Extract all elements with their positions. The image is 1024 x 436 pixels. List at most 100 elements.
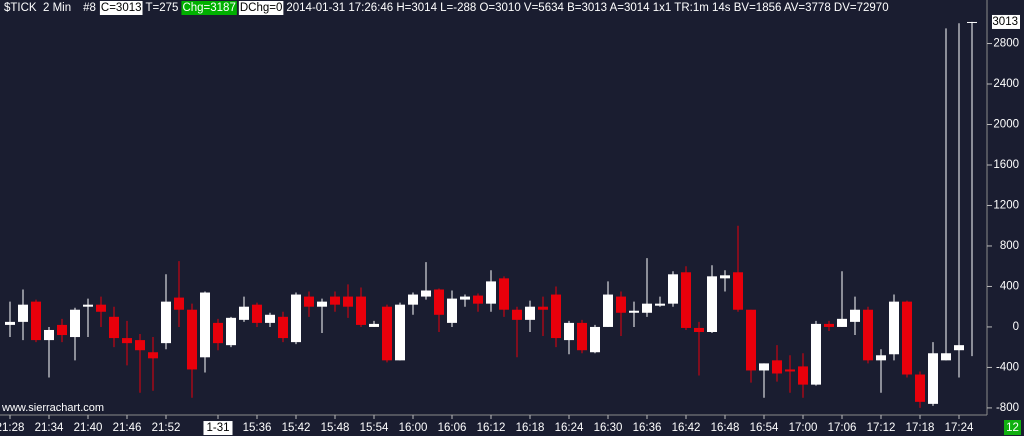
candle-body: [304, 296, 314, 307]
chart-number: #8: [83, 2, 96, 14]
candle-body: [720, 275, 730, 279]
y-tick-label: 1600: [993, 159, 1019, 171]
candle-body: [421, 290, 431, 297]
x-tick-label: 16:30: [594, 422, 623, 434]
candle-body: [941, 353, 951, 361]
candle-body: [616, 296, 626, 313]
header-field-box: [181, 1, 237, 15]
header-field: Chg=3187: [182, 2, 235, 14]
x-tick-label: 21:28: [0, 422, 24, 434]
chart-title: $TICK 2 Min: [4, 2, 71, 14]
candle-body: [174, 297, 184, 310]
x-tick-label: 16:12: [477, 422, 506, 434]
header-field: T=275: [146, 2, 179, 14]
candle-body: [473, 295, 483, 304]
candle-body: [551, 294, 561, 339]
x-tick-label: 1-31: [206, 422, 229, 434]
candle-body: [369, 323, 379, 327]
x-tick-label: 15:48: [321, 422, 350, 434]
candle-body: [96, 304, 106, 312]
candle-body: [798, 366, 808, 385]
candle-body: [694, 327, 704, 332]
x-tick-label: 17:24: [945, 422, 974, 434]
candle-body: [265, 314, 275, 323]
y-tick-label: 0: [1013, 321, 1019, 333]
y-tick-label: 2000: [993, 119, 1019, 131]
y-tick-label: 2800: [993, 38, 1019, 50]
candle-body: [330, 296, 340, 305]
candle-body: [577, 322, 587, 351]
x-tick-label-box: [203, 421, 233, 436]
y-tick-label: 1200: [993, 200, 1019, 212]
x-tick-label: 15:36: [243, 422, 272, 434]
candle-body: [408, 294, 418, 305]
watermark: www.sierrachart.com: [1, 402, 104, 414]
candle-body: [603, 294, 613, 327]
x-tick-label: 21:34: [35, 422, 64, 434]
header-field-box: [238, 1, 284, 15]
candle-body: [811, 323, 821, 385]
x-tick-label: 15:42: [282, 422, 311, 434]
candle-body: [278, 316, 288, 339]
candle-body: [5, 321, 15, 325]
candle-body: [499, 278, 509, 310]
x-tick-label: 17:06: [828, 422, 857, 434]
x-tick-label: 16:42: [672, 422, 701, 434]
last-price-box: [992, 14, 1020, 29]
candle-body: [460, 296, 470, 300]
x-tick-label: 16:18: [516, 422, 545, 434]
candle-body: [356, 296, 366, 325]
candle-body: [785, 369, 795, 372]
candle-body: [746, 309, 756, 371]
candle-body: [317, 301, 327, 307]
candle-body: [863, 309, 873, 361]
candle-body: [889, 301, 899, 355]
candle-body: [239, 306, 249, 320]
candle-body: [213, 322, 223, 344]
candle-body: [135, 340, 145, 351]
y-tick-label: 400: [1000, 280, 1019, 292]
y-tick-label: 800: [1000, 240, 1019, 252]
candle-body: [122, 338, 132, 344]
candle-body: [109, 316, 119, 339]
header-field: 2014-01-31 17:26:46 H=3014 L=-288 O=3010…: [286, 2, 888, 14]
candle-body: [967, 21, 977, 23]
candle-body: [629, 310, 639, 313]
y-tick-label: -400: [996, 361, 1019, 373]
y-tick-label: 2400: [993, 78, 1019, 90]
candle-body: [655, 303, 665, 306]
candle-body: [382, 306, 392, 361]
x-tick-label: 21:40: [74, 422, 103, 434]
last-price-label: 3013: [992, 16, 1018, 28]
candle-body: [83, 304, 93, 307]
candle-body: [512, 309, 522, 320]
candle-body: [902, 301, 912, 375]
x-tick-label: 17:12: [867, 422, 896, 434]
candle-body: [772, 360, 782, 374]
candle-body: [70, 309, 80, 338]
candle-body: [590, 326, 600, 353]
candle-body: [837, 318, 847, 327]
candle-body: [395, 304, 405, 361]
candle-body: [824, 323, 834, 327]
candle-body: [681, 272, 691, 328]
candle-body: [486, 281, 496, 304]
countdown-box: [1004, 420, 1021, 435]
candle-body: [161, 301, 171, 344]
candle-body: [57, 324, 67, 336]
x-tick-label: 16:36: [633, 422, 662, 434]
x-tick-label: 16:00: [399, 422, 428, 434]
candle-body: [538, 306, 548, 310]
candle-body: [954, 345, 964, 351]
x-tick-label: 16:24: [555, 422, 584, 434]
candle-body: [18, 304, 28, 322]
x-tick-label: 21:46: [113, 422, 142, 434]
candle-body: [434, 289, 444, 315]
x-tick-label: 15:54: [360, 422, 389, 434]
candle-body: [759, 363, 769, 371]
candle-body: [200, 292, 210, 358]
candle-body: [733, 272, 743, 310]
candle-body: [44, 329, 54, 341]
